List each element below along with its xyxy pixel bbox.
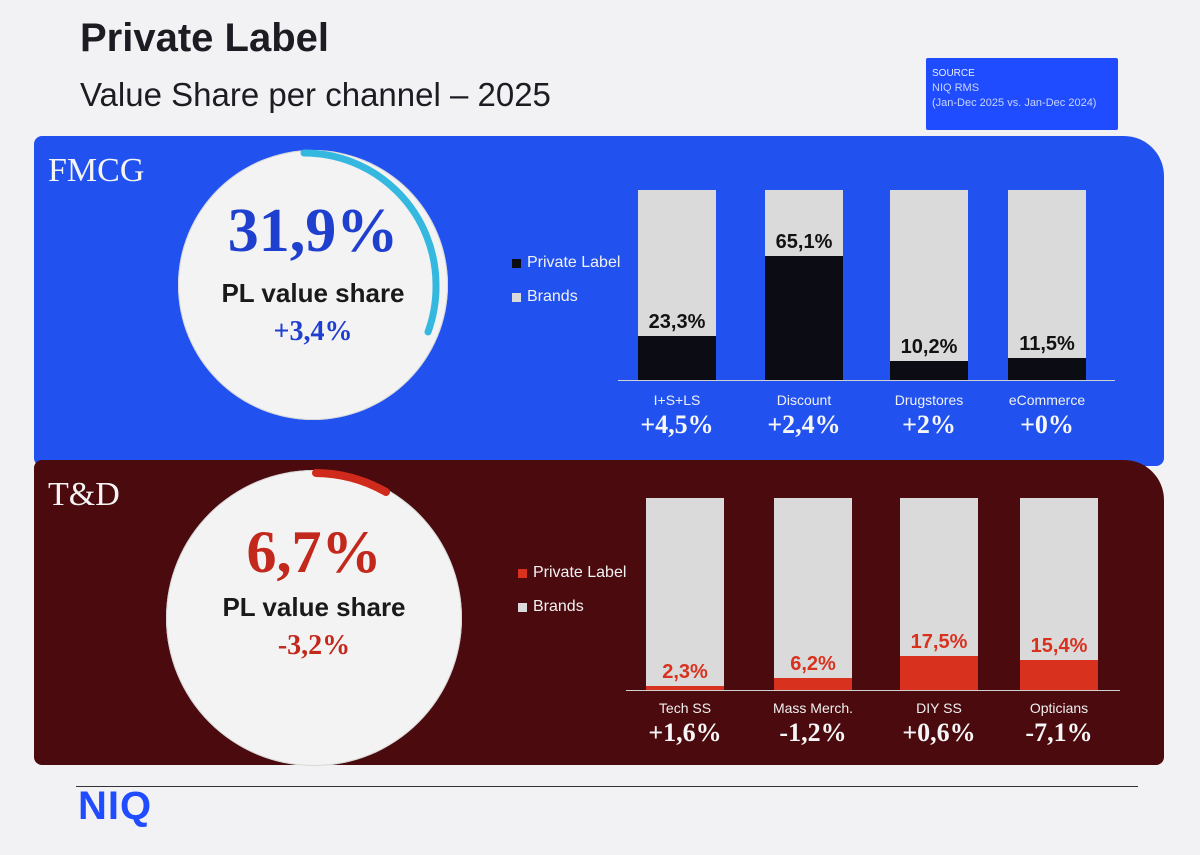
fmcg-bar-value-label-0: 23,3% [648,310,706,333]
td-kpi-circle: 6,7% PL value share -3,2% [166,470,462,766]
fmcg-category-label-2: Drugstores [894,392,964,408]
td-bar-private-label-segment-3 [1020,660,1098,690]
fmcg-legend-swatch-private-label [512,258,521,268]
td-bar-value-label-3: 15,4% [1030,635,1088,658]
fmcg-pl-value-share: 31,9% [227,197,399,265]
td-legend-label-brands: Brands [533,598,584,615]
source-line-2: (Jan-Dec 2025 vs. Jan-Dec 2024) [932,97,1097,109]
fmcg-bar-private-label-segment-3 [1008,358,1086,380]
td-legend-swatch-brands [518,602,527,612]
td-bar-1: 6,2% [774,498,852,690]
td-category-label-2: DIY SS [916,700,962,716]
fmcg-kpi-circle: 31,9% PL value share +3,4% [178,150,448,420]
fmcg-pl-change: +3,4% [273,316,353,347]
fmcg-bar-1: 65,1% [765,190,843,380]
td-pl-change: -3,2% [277,630,351,661]
fmcg-category-delta-3: +0% [1020,410,1074,439]
td-pl-value-share-label: PL value share [222,592,406,622]
fmcg-bar-baseline [618,380,1115,381]
fmcg-bar-2: 10,2% [890,190,968,380]
fmcg-bar-value-label-3: 11,5% [1019,333,1075,356]
fmcg-bar-private-label-segment-0 [638,335,716,380]
fmcg-category-label-0: I+S+LS [653,392,701,408]
td-bar-private-label-segment-1 [774,678,852,690]
fmcg-panel-label: FMCG [48,152,145,189]
td-legend-item-private-label: Private Label [518,556,626,590]
page-title: Private Label [80,16,330,60]
td-legend-swatch-private-label [518,568,527,578]
td-category-label-3: Opticians [1029,700,1089,716]
td-legend: Private Label Brands [518,556,626,624]
td-bar-2: 17,5% [900,498,978,690]
fmcg-legend: Private Label Brands [512,246,620,314]
td-bar-value-label-2: 17,5% [910,631,968,654]
td-category-delta-2: +0,6% [902,718,976,747]
td-bar-private-label-segment-2 [900,656,978,690]
td-share-arc [312,469,390,496]
source-label: SOURCE [932,68,975,79]
td-pl-value-share: 6,7% [246,519,382,585]
td-panel-label: T&D [48,476,120,513]
td-category-delta-1: -1,2% [779,718,847,747]
fmcg-share-arc-path [300,149,440,336]
td-bar-private-label-segment-0 [646,685,724,690]
td-category-label-1: Mass Merch. [772,700,854,716]
fmcg-category-label-1: Discount [776,392,832,408]
td-bar-value-label-0: 2,3% [662,660,708,683]
td-bar-value-label-1: 6,2% [790,653,836,676]
page-subtitle: Value Share per channel – 2025 [80,76,551,113]
fmcg-share-arc [300,149,440,336]
td-bar-baseline [626,690,1120,691]
fmcg-bar-0: 23,3% [638,190,716,380]
fmcg-bar-value-label-2: 10,2% [900,335,958,358]
td-legend-item-brands: Brands [518,590,626,624]
fmcg-bar-private-label-segment-2 [890,360,968,380]
td-share-arc-path [312,469,390,496]
td-bar-0: 2,3% [646,498,724,690]
td-category-delta-0: +1,6% [648,718,722,747]
td-category-delta-3: -7,1% [1025,718,1093,747]
footer-divider [76,786,1138,787]
fmcg-category-delta-1: +2,4% [767,410,841,439]
td-bar-3: 15,4% [1020,498,1098,690]
fmcg-legend-label-private-label: Private Label [527,254,621,271]
fmcg-legend-item-private-label: Private Label [512,246,620,280]
fmcg-bar-private-label-segment-1 [765,256,843,380]
fmcg-category-delta-2: +2% [902,410,956,439]
fmcg-pl-value-share-label: PL value share [221,278,405,308]
niq-logo: NIQ [78,784,153,828]
fmcg-bar-value-label-1: 65,1% [775,231,833,254]
fmcg-category-delta-0: +4,5% [640,410,714,439]
td-category-label-0: Tech SS [658,700,712,716]
fmcg-legend-item-brands: Brands [512,280,620,314]
fmcg-legend-swatch-brands [512,292,521,302]
fmcg-bar-3: 11,5% [1008,190,1086,380]
td-legend-label-private-label: Private Label [533,564,627,581]
fmcg-category-label-3: eCommerce [1008,392,1086,408]
source-box: SOURCE NIQ RMS (Jan-Dec 2025 vs. Jan-Dec… [926,58,1118,130]
fmcg-legend-label-brands: Brands [527,288,578,305]
source-line-1: NIQ RMS [932,82,980,94]
